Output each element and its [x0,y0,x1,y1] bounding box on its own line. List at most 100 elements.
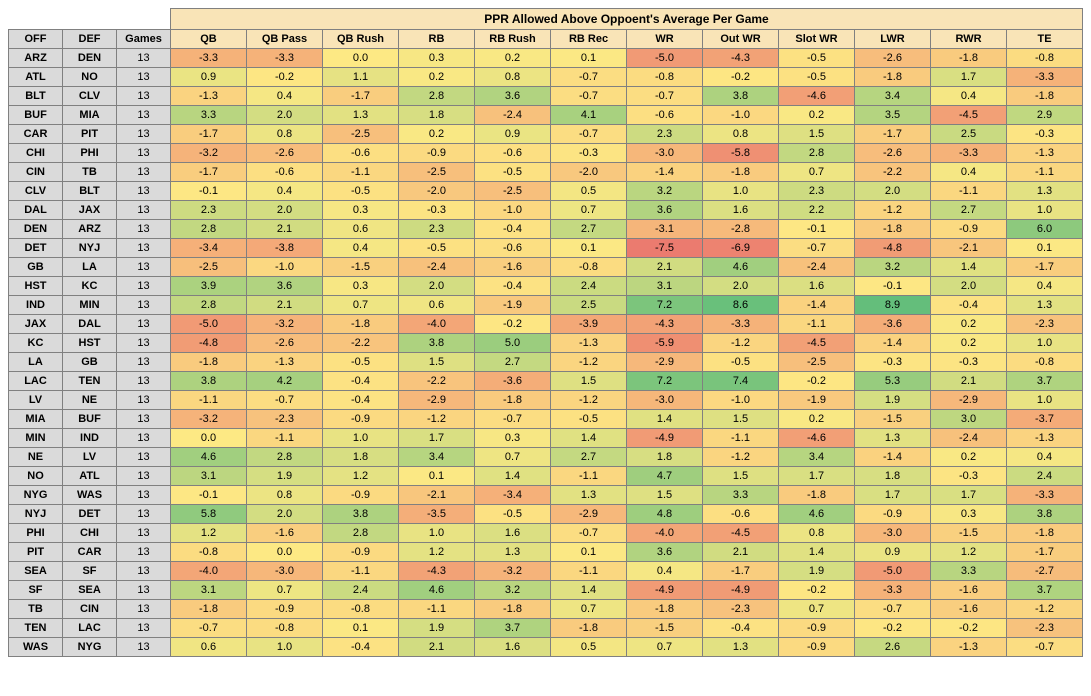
value-cell: 0.4 [627,562,703,581]
table-row: CHIPHI13-3.2-2.6-0.6-0.9-0.6-0.3-3.0-5.8… [9,144,1083,163]
value-cell: 2.1 [931,372,1007,391]
value-cell: -1.1 [171,391,247,410]
value-cell: 1.5 [627,486,703,505]
value-cell: 1.3 [475,543,551,562]
value-cell: -1.1 [323,163,399,182]
value-cell: -1.4 [855,334,931,353]
value-cell: 0.6 [399,296,475,315]
value-cell: 3.6 [475,87,551,106]
value-cell: 4.7 [627,467,703,486]
data-header: RB Rec [551,30,627,49]
value-cell: 2.1 [627,258,703,277]
value-cell: 3.7 [1007,581,1083,600]
value-cell: -0.1 [779,220,855,239]
value-cell: -0.7 [551,524,627,543]
value-cell: -0.5 [475,505,551,524]
value-cell: 2.5 [551,296,627,315]
value-cell: 0.4 [1007,448,1083,467]
value-cell: 1.8 [627,448,703,467]
table-row: SFSEA133.10.72.44.63.21.4-4.9-4.9-0.2-3.… [9,581,1083,600]
off-cell: NE [9,448,63,467]
table-row: TENLAC13-0.7-0.80.11.93.7-1.8-1.5-0.4-0.… [9,619,1083,638]
value-cell: -0.9 [779,638,855,657]
value-cell: -1.7 [171,163,247,182]
value-cell: 1.8 [855,467,931,486]
value-cell: -3.3 [703,315,779,334]
value-cell: 3.3 [171,106,247,125]
value-cell: -1.3 [931,638,1007,657]
games-cell: 13 [117,334,171,353]
def-cell: LV [63,448,117,467]
games-cell: 13 [117,391,171,410]
games-cell: 13 [117,486,171,505]
value-cell: 2.0 [247,201,323,220]
value-cell: 1.3 [551,486,627,505]
value-cell: -3.2 [171,144,247,163]
value-cell: 1.4 [779,543,855,562]
value-cell: 0.1 [551,239,627,258]
value-cell: 3.3 [931,562,1007,581]
value-cell: -3.2 [475,562,551,581]
off-cell: CAR [9,125,63,144]
value-cell: 2.7 [931,201,1007,220]
games-cell: 13 [117,372,171,391]
value-cell: 1.4 [551,581,627,600]
value-cell: -1.8 [703,163,779,182]
value-cell: -1.0 [247,258,323,277]
value-cell: -4.3 [703,49,779,68]
games-cell: 13 [117,239,171,258]
games-cell: 13 [117,49,171,68]
data-header: QB [171,30,247,49]
def-cell: TEN [63,372,117,391]
value-cell: -3.3 [171,49,247,68]
value-cell: -1.3 [1007,429,1083,448]
games-cell: 13 [117,600,171,619]
table-row: DALJAX132.32.00.3-0.3-1.00.73.61.62.2-1.… [9,201,1083,220]
value-cell: 1.9 [399,619,475,638]
value-cell: -2.6 [247,334,323,353]
value-cell: 2.7 [551,448,627,467]
value-cell: 1.9 [779,562,855,581]
value-cell: 3.1 [171,467,247,486]
value-cell: -0.2 [779,372,855,391]
value-cell: 0.8 [703,125,779,144]
value-cell: 4.8 [627,505,703,524]
def-cell: SEA [63,581,117,600]
data-header: WR [627,30,703,49]
value-cell: 7.2 [627,296,703,315]
value-cell: -2.6 [855,144,931,163]
value-cell: 0.1 [1007,239,1083,258]
value-cell: 2.0 [703,277,779,296]
value-cell: 0.4 [1007,277,1083,296]
off-cell: WAS [9,638,63,657]
value-cell: 3.6 [247,277,323,296]
value-cell: -0.5 [703,353,779,372]
games-cell: 13 [117,353,171,372]
value-cell: 1.5 [399,353,475,372]
value-cell: -2.7 [1007,562,1083,581]
off-cell: DET [9,239,63,258]
value-cell: 1.0 [1007,334,1083,353]
value-cell: 1.2 [323,467,399,486]
table-title: PPR Allowed Above Oppoent's Average Per … [171,9,1083,30]
table-row: DENARZ132.82.10.62.3-0.42.7-3.1-2.8-0.1-… [9,220,1083,239]
value-cell: 1.9 [247,467,323,486]
value-cell: -5.8 [703,144,779,163]
value-cell: 1.0 [399,524,475,543]
value-cell: 1.8 [323,448,399,467]
value-cell: 0.9 [475,125,551,144]
value-cell: -0.7 [779,239,855,258]
value-cell: 2.9 [1007,106,1083,125]
def-cell: BUF [63,410,117,429]
value-cell: -0.7 [247,391,323,410]
value-cell: 0.1 [399,467,475,486]
table-row: PITCAR13-0.80.0-0.91.21.30.13.62.11.40.9… [9,543,1083,562]
value-cell: -6.9 [703,239,779,258]
value-cell: -1.5 [855,410,931,429]
games-cell: 13 [117,638,171,657]
value-cell: -2.4 [779,258,855,277]
games-cell: 13 [117,524,171,543]
value-cell: -0.4 [931,296,1007,315]
value-cell: 3.8 [703,87,779,106]
off-cell: TEN [9,619,63,638]
